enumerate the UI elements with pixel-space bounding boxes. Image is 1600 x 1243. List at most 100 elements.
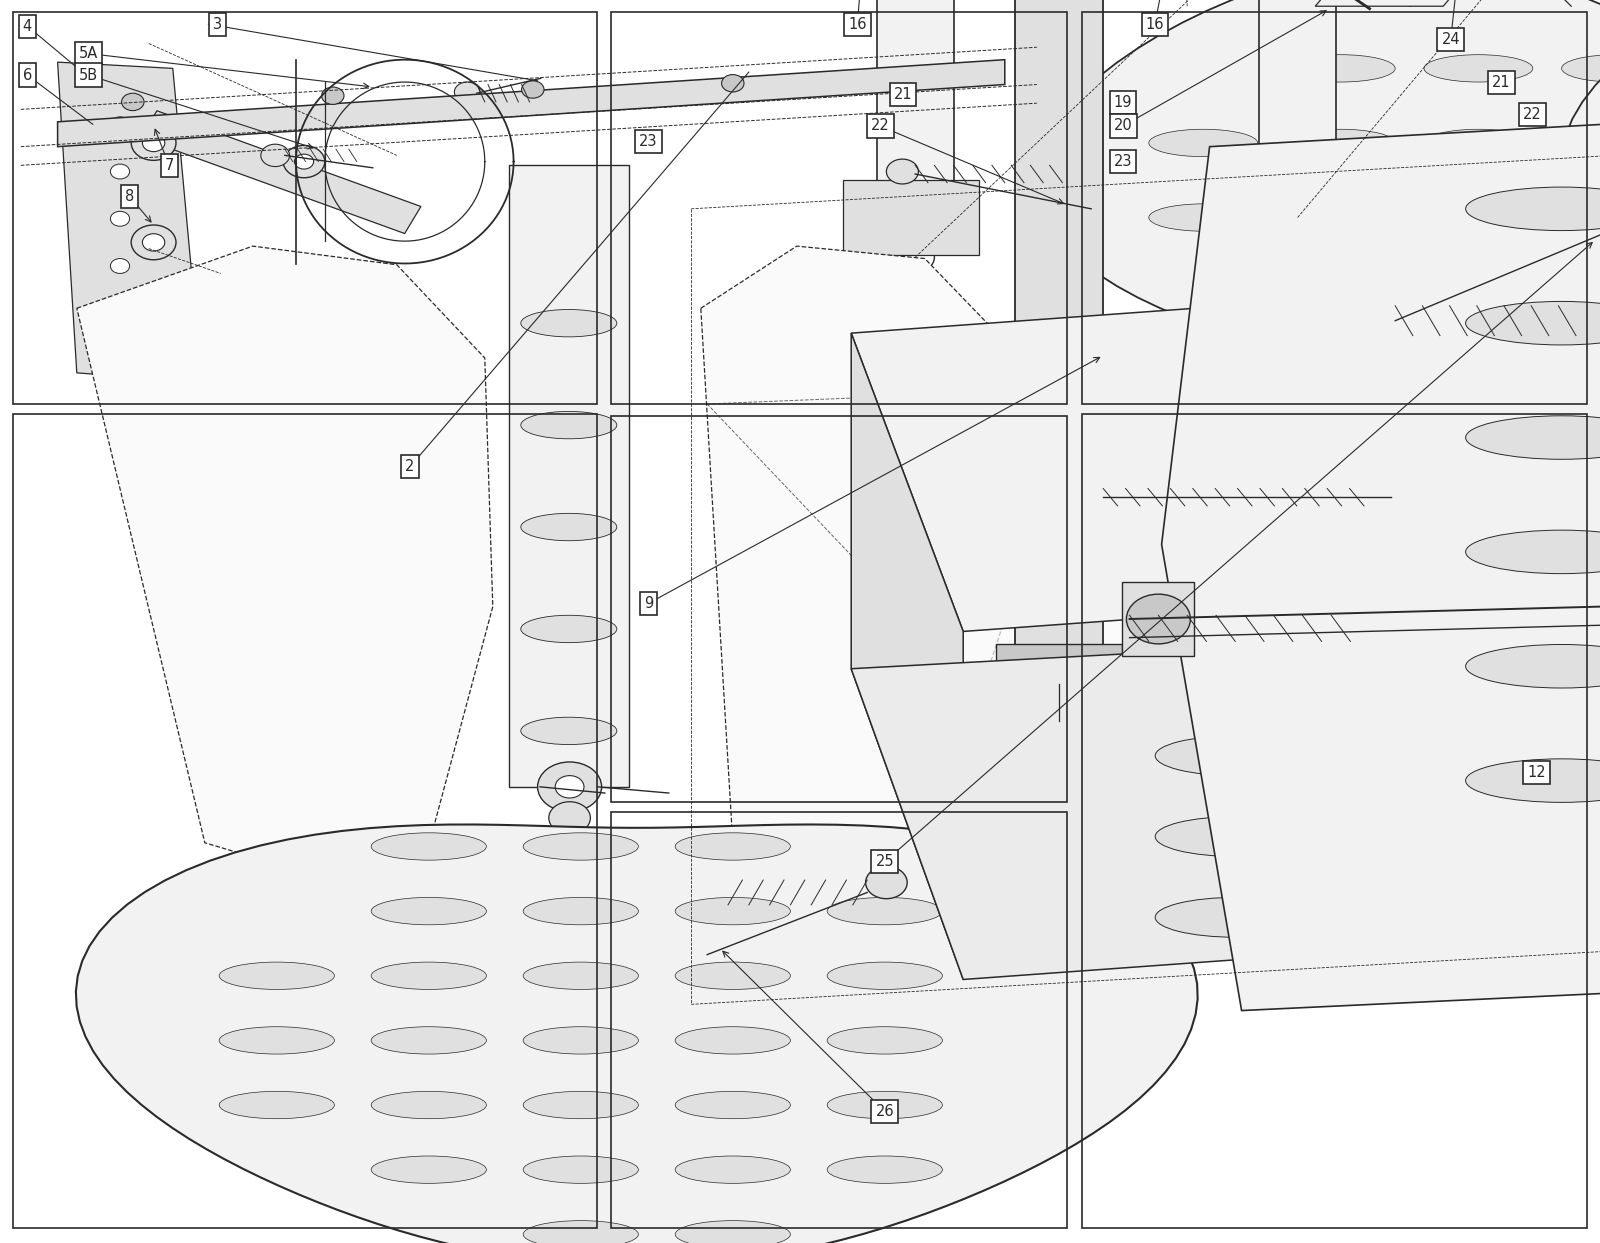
Text: 5A: 5A	[78, 46, 98, 61]
Circle shape	[110, 259, 130, 273]
Circle shape	[110, 306, 130, 321]
Polygon shape	[1162, 109, 1600, 1011]
Polygon shape	[701, 246, 1021, 911]
Ellipse shape	[371, 897, 486, 925]
Circle shape	[549, 802, 590, 834]
Ellipse shape	[371, 1091, 486, 1119]
Bar	[877, 0, 954, 242]
Circle shape	[261, 144, 290, 167]
Text: 26: 26	[875, 1104, 894, 1119]
Text: 25: 25	[875, 854, 894, 869]
Polygon shape	[1307, 0, 1411, 6]
Ellipse shape	[1286, 55, 1395, 82]
Polygon shape	[75, 824, 1198, 1243]
Ellipse shape	[1466, 188, 1600, 231]
Circle shape	[1355, 314, 1397, 347]
Ellipse shape	[1286, 278, 1395, 306]
Circle shape	[522, 81, 544, 98]
Text: 16: 16	[848, 16, 867, 31]
Text: 5B: 5B	[78, 67, 98, 82]
Text: 19: 19	[1114, 94, 1133, 109]
Ellipse shape	[520, 513, 616, 541]
Bar	[1082, 12, 1587, 404]
Ellipse shape	[675, 833, 790, 860]
Ellipse shape	[371, 1156, 486, 1183]
Ellipse shape	[1155, 897, 1315, 937]
Bar	[995, 644, 1123, 684]
Ellipse shape	[1562, 204, 1600, 231]
Ellipse shape	[1149, 204, 1258, 231]
Text: 16: 16	[1146, 16, 1165, 31]
Ellipse shape	[371, 962, 486, 989]
Circle shape	[538, 762, 602, 812]
Text: 12: 12	[1528, 764, 1546, 779]
Ellipse shape	[523, 962, 638, 989]
Polygon shape	[77, 246, 493, 905]
Circle shape	[1126, 594, 1190, 644]
Polygon shape	[851, 333, 963, 979]
Circle shape	[1278, 218, 1317, 247]
Text: 8: 8	[125, 189, 134, 204]
Text: 6: 6	[22, 67, 32, 82]
Ellipse shape	[675, 1221, 790, 1243]
Circle shape	[110, 117, 130, 132]
Ellipse shape	[523, 897, 638, 925]
Ellipse shape	[520, 717, 616, 745]
Ellipse shape	[523, 1027, 638, 1054]
Bar	[1016, 0, 1104, 646]
Bar	[611, 416, 1067, 802]
Circle shape	[110, 211, 130, 226]
Bar	[13, 12, 597, 404]
Circle shape	[294, 154, 314, 169]
Ellipse shape	[1562, 278, 1600, 306]
Text: 21: 21	[1491, 76, 1510, 91]
Ellipse shape	[1466, 302, 1600, 346]
Circle shape	[131, 225, 176, 260]
Circle shape	[454, 82, 480, 102]
Polygon shape	[141, 111, 421, 234]
Text: 2: 2	[405, 460, 414, 475]
Bar	[611, 812, 1067, 1228]
Polygon shape	[1315, 0, 1600, 6]
Text: 20: 20	[1114, 118, 1133, 133]
Ellipse shape	[827, 1027, 942, 1054]
Ellipse shape	[1424, 129, 1533, 157]
Ellipse shape	[1155, 817, 1315, 856]
Ellipse shape	[1562, 129, 1600, 157]
Ellipse shape	[520, 310, 616, 337]
Text: 9: 9	[643, 595, 653, 610]
Ellipse shape	[523, 1091, 638, 1119]
Circle shape	[722, 75, 744, 92]
Polygon shape	[1562, 0, 1600, 354]
Ellipse shape	[219, 962, 334, 989]
Bar	[843, 180, 979, 255]
Ellipse shape	[1424, 278, 1533, 306]
Ellipse shape	[1466, 758, 1600, 803]
Text: 21: 21	[894, 87, 912, 102]
Circle shape	[886, 159, 918, 184]
Ellipse shape	[520, 615, 616, 643]
Text: 7: 7	[165, 158, 174, 174]
Circle shape	[322, 87, 344, 104]
Bar	[509, 165, 629, 787]
Ellipse shape	[1466, 644, 1600, 689]
Ellipse shape	[1466, 530, 1600, 574]
Circle shape	[110, 164, 130, 179]
Ellipse shape	[1562, 55, 1600, 82]
Bar	[1082, 414, 1587, 1228]
Ellipse shape	[1424, 204, 1533, 231]
Ellipse shape	[523, 833, 638, 860]
Bar	[13, 414, 597, 1228]
Text: 22: 22	[870, 118, 890, 133]
Ellipse shape	[1155, 736, 1315, 776]
Text: 23: 23	[640, 134, 658, 149]
Ellipse shape	[520, 411, 616, 439]
Ellipse shape	[1286, 129, 1395, 157]
Circle shape	[142, 134, 165, 152]
Circle shape	[1386, 481, 1427, 513]
Ellipse shape	[1424, 55, 1533, 82]
Polygon shape	[707, 354, 1600, 690]
Ellipse shape	[523, 1221, 638, 1243]
Ellipse shape	[1466, 415, 1600, 460]
Bar	[1259, 0, 1336, 218]
